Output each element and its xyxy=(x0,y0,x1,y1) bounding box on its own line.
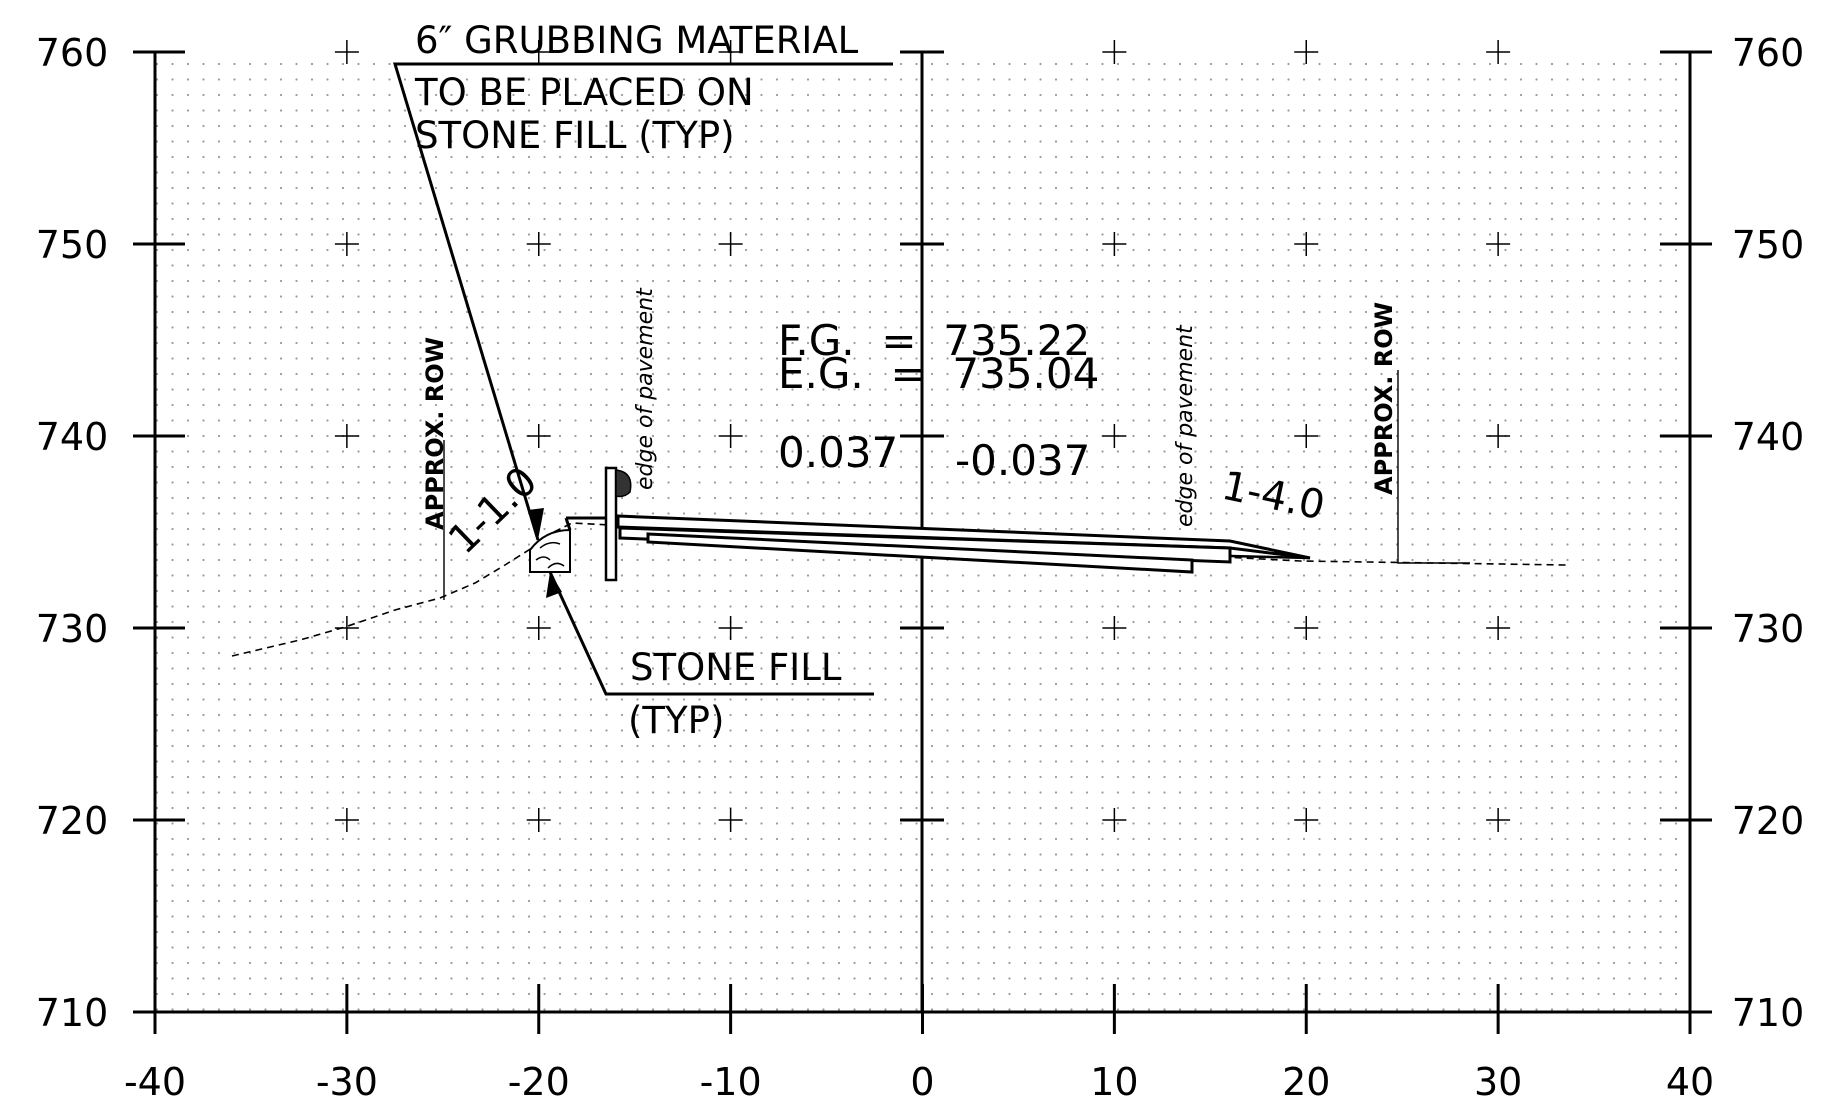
y-tick-label: 740 xyxy=(36,415,109,459)
x-tick-label: -40 xyxy=(124,1060,186,1104)
grid-cross xyxy=(718,40,743,64)
typical-section xyxy=(529,466,1311,582)
grubbing-note-line2: TO BE PLACED ON xyxy=(414,71,754,114)
edge-of-pavement-right: edge of pavement xyxy=(1173,324,1198,527)
grid-cross xyxy=(334,808,359,832)
y-tick-label: 750 xyxy=(1732,223,1805,267)
x-axis-labels: -40 -30 -20 -10 0 10 20 30 40 xyxy=(124,1060,1714,1104)
grid-cross xyxy=(334,232,359,256)
grid-cross xyxy=(334,424,359,448)
grid-cross xyxy=(1486,424,1511,448)
grid-cross xyxy=(1102,424,1127,448)
y-axis-labels-right: 760 750 740 730 720 710 xyxy=(1732,31,1805,1035)
y-tick-label: 750 xyxy=(36,223,109,267)
grid-cross xyxy=(1486,232,1511,256)
x-tick-label: 10 xyxy=(1090,1060,1138,1104)
row-line-right xyxy=(1397,370,1470,564)
y-tick-label: 710 xyxy=(1732,991,1805,1035)
axis-ticks xyxy=(133,50,1712,1034)
grid-cross xyxy=(1294,40,1319,64)
y-tick-label: 740 xyxy=(1732,415,1805,459)
cross-slope-right: -0.037 xyxy=(955,436,1090,485)
x-tick-label: -10 xyxy=(700,1060,762,1104)
grid-cross xyxy=(1102,808,1127,832)
stone-fill-note-line2: (TYP) xyxy=(628,699,724,742)
pavement-top-layer xyxy=(616,514,1311,560)
x-tick-label: -20 xyxy=(508,1060,570,1104)
grid-cross xyxy=(718,808,743,832)
y-tick-label: 720 xyxy=(36,799,109,843)
x-tick-label: 20 xyxy=(1282,1060,1330,1104)
grid-cross xyxy=(526,232,551,256)
grid-cross xyxy=(334,40,359,64)
existing-grade-label: E.G. = 735.04 xyxy=(778,349,1099,398)
finished-grade-label: F.G. = 735.22 xyxy=(778,316,1090,365)
grid-cross-markers xyxy=(334,40,1511,832)
row-label-left: APPROX. ROW xyxy=(421,337,449,530)
y-tick-label: 720 xyxy=(1732,799,1805,843)
barrier-head xyxy=(615,469,632,498)
grid-cross xyxy=(718,616,743,640)
grid-cross xyxy=(1486,40,1511,64)
grid-cross xyxy=(718,424,743,448)
stone-fill-hatch xyxy=(535,541,565,569)
x-tick-label: 40 xyxy=(1666,1060,1714,1104)
cross-slope-left: 0.037 xyxy=(778,428,898,477)
leaders xyxy=(392,62,893,696)
existing-ground-line xyxy=(231,522,1567,657)
y-tick-label: 710 xyxy=(36,991,109,1035)
grid-cross xyxy=(526,808,551,832)
edge-of-pavement-left: edge of pavement xyxy=(633,287,658,490)
y-tick-label: 760 xyxy=(1732,31,1805,75)
y-tick-label: 760 xyxy=(36,31,109,75)
grid-cross xyxy=(526,616,551,640)
x-tick-label: 30 xyxy=(1474,1060,1522,1104)
grubbing-note-line3: STONE FILL (TYP) xyxy=(415,114,735,157)
row-label-right: APPROX. ROW xyxy=(1370,302,1398,495)
curb-post xyxy=(604,466,618,582)
grid-cross xyxy=(526,40,551,64)
y-axis-labels-left: 760 750 740 730 720 710 xyxy=(36,31,109,1035)
grid-cross xyxy=(1486,808,1511,832)
grid-cross xyxy=(1102,616,1127,640)
grid-cross xyxy=(1102,40,1127,64)
grid-cross xyxy=(718,232,743,256)
grid-cross xyxy=(1294,424,1319,448)
grid-cross xyxy=(1102,232,1127,256)
grid-cross xyxy=(1294,808,1319,832)
grid-cross xyxy=(1294,232,1319,256)
grid-cross xyxy=(1294,616,1319,640)
grid-cross xyxy=(526,424,551,448)
x-tick-label: -30 xyxy=(316,1060,378,1104)
stone-fill-note-line1: STONE FILL xyxy=(630,646,842,689)
grid-cross xyxy=(1486,616,1511,640)
y-tick-label: 730 xyxy=(36,607,109,651)
pavement-subbase-layer xyxy=(646,532,1194,574)
y-tick-label: 730 xyxy=(1732,607,1805,651)
grubbing-note-line1: 6″ GRUBBING MATERIAL xyxy=(415,19,859,62)
x-tick-label: 0 xyxy=(910,1060,934,1104)
